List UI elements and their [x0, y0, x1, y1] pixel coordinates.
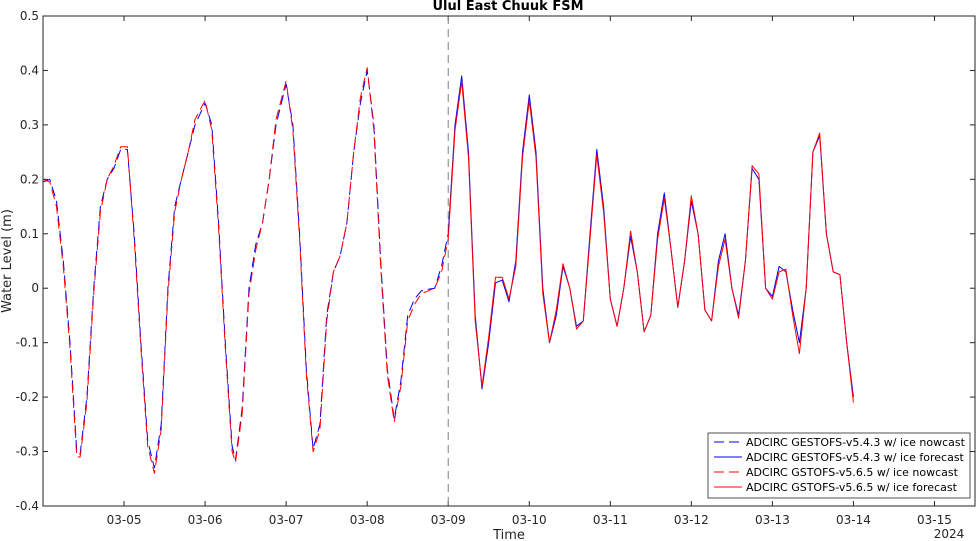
- legend-label: ADCIRC GESTOFS-v5.4.3 w/ ice forecast: [746, 451, 965, 464]
- y-tick-label: 0.4: [20, 63, 39, 77]
- legend-label: ADCIRC GSTOFS-v5.6.5 w/ ice nowcast: [746, 466, 959, 479]
- x-tick-label: 03-12: [674, 513, 709, 527]
- x-tick-label: 03-11: [593, 513, 628, 527]
- series-line-4: [447, 80, 854, 403]
- x-tick-label: 03-06: [188, 513, 223, 527]
- y-tick-label: 0: [31, 281, 39, 295]
- x-tick-label: 03-05: [107, 513, 142, 527]
- y-tick-label: 0.3: [20, 118, 39, 132]
- y-tick-label: -0.3: [16, 445, 39, 459]
- legend-label: ADCIRC GSTOFS-v5.6.5 w/ ice forecast: [746, 481, 958, 494]
- y-tick-label: -0.2: [16, 390, 39, 404]
- y-tick-label: -0.4: [16, 499, 39, 513]
- y-tick-label: 0.2: [20, 172, 39, 186]
- series-lines: [42, 67, 854, 474]
- x-tick-label: 03-10: [512, 513, 547, 527]
- y-axis-ticks: -0.4 -0.3 -0.2 -0.1 0 0.1 0.2 0.3 0.4 0.5: [16, 9, 975, 513]
- series-line-3: [42, 67, 449, 474]
- legend-label: ADCIRC GESTOFS-v5.4.3 w/ ice nowcast: [746, 436, 966, 449]
- y-axis-label: Water Level (m): [0, 209, 15, 313]
- x-tick-label: 03-15: [917, 513, 952, 527]
- year-label: 2024: [934, 527, 965, 541]
- y-tick-label: 0.5: [20, 9, 39, 23]
- legend: ADCIRC GESTOFS-v5.4.3 w/ ice nowcast ADCI…: [707, 432, 971, 499]
- plot-background: [43, 16, 975, 506]
- x-tick-label: 03-08: [350, 513, 385, 527]
- y-tick-label: -0.1: [16, 336, 39, 350]
- x-axis-label: Time: [492, 528, 525, 541]
- x-tick-label: 03-09: [431, 513, 466, 527]
- x-tick-label: 03-13: [755, 513, 790, 527]
- y-tick-label: 0.1: [20, 227, 39, 241]
- x-tick-label: 03-14: [836, 513, 871, 527]
- plot-frame: [42, 15, 976, 507]
- x-axis-ticks: 03-05 03-06 03-07 03-08 03-09 03-10 03-11 03-12…: [107, 16, 952, 527]
- legend-items: ADCIRC GESTOFS-v5.4.3 w/ ice nowcast ADCI…: [714, 436, 966, 494]
- chart-title: Ulul East Chuuk FSM: [432, 0, 583, 14]
- legend-box: [707, 432, 971, 499]
- x-tick-label: 03-07: [269, 513, 304, 527]
